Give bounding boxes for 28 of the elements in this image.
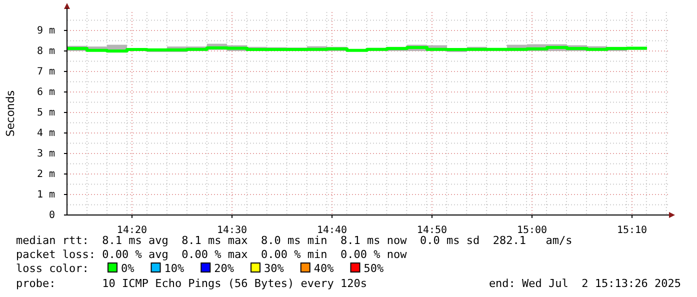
y-axis-title: Seconds (4, 90, 17, 137)
legend-label: 40% (314, 262, 334, 275)
y-tick-label: 1 m (36, 190, 55, 201)
x-tick-label: 14:40 (316, 225, 348, 236)
legend-label: 10% (164, 262, 184, 275)
text: median rtt: 8.1 ms avg 8.1 ms max 8.0 ms min 8.1 ms now 0.0 ms sd 282.1 am/s (16, 234, 572, 247)
y-tick-label: 8 m (36, 46, 55, 58)
x-tick-label: 14:50 (416, 225, 448, 236)
legend-title: loss color: (16, 262, 89, 275)
y-tick-label: 0 (48, 210, 55, 222)
x-tick-label: 14:30 (216, 225, 248, 236)
legend-label: 0% (121, 262, 135, 275)
legend-label: 30% (264, 262, 284, 275)
y-tick-label: 3 m (36, 148, 55, 160)
legend-label: 50% (364, 262, 384, 275)
x-tick-label: 15:00 (516, 225, 548, 236)
x-tick-label: 15:10 (616, 225, 648, 236)
y-tick-label: 5 m (36, 108, 55, 119)
y-tick-label: 7 m (36, 66, 55, 78)
text: end: Wed Jul 2 15:13:26 2025 (488, 277, 681, 290)
y-tick-label: 9 m (36, 26, 55, 37)
y-tick-label: 6 m (36, 87, 55, 98)
y-tick-label: 2 m (36, 169, 55, 180)
legend-label: 20% (214, 262, 234, 275)
y-tick-label: 4 m (36, 128, 55, 140)
x-tick-label: 14:20 (116, 225, 148, 236)
text: probe: 10 ICMP Echo Pings (56 Bytes) every 120s (16, 277, 367, 290)
text: packet loss: 0.00 % avg 0.00 % max 0.00 % min 0.00 % now (16, 248, 408, 261)
